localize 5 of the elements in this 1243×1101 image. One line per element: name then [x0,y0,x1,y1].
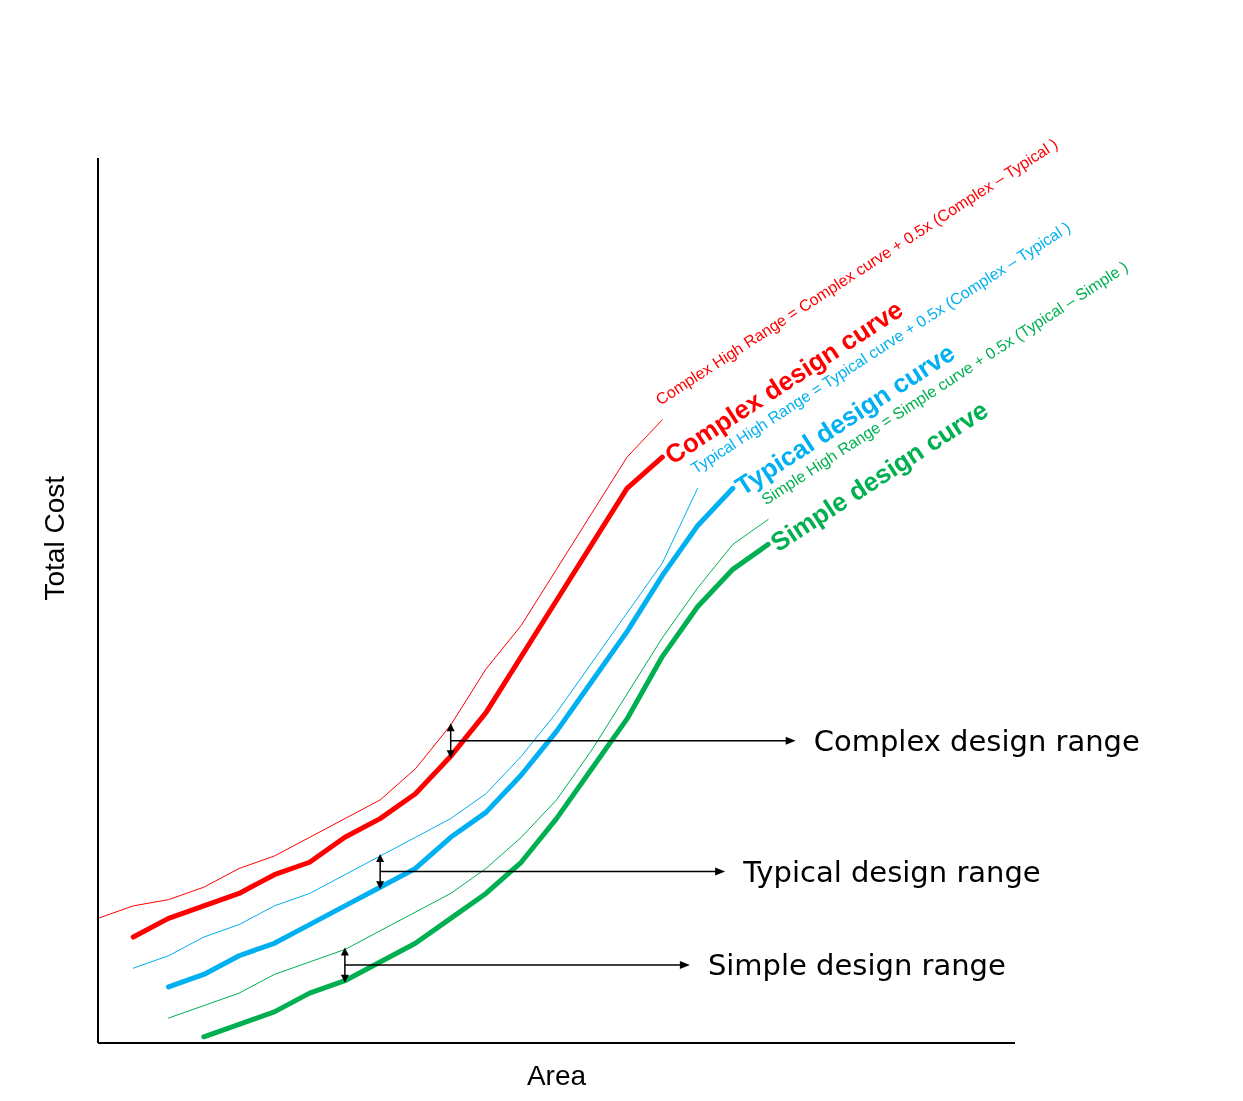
annotation: Simple design range [707,948,1006,983]
annotation: Typical design range [742,854,1041,889]
y-axis-title: Total Cost [38,475,70,601]
x-axis-title: Area [526,1060,587,1091]
annotation: Complex design range [813,723,1140,758]
